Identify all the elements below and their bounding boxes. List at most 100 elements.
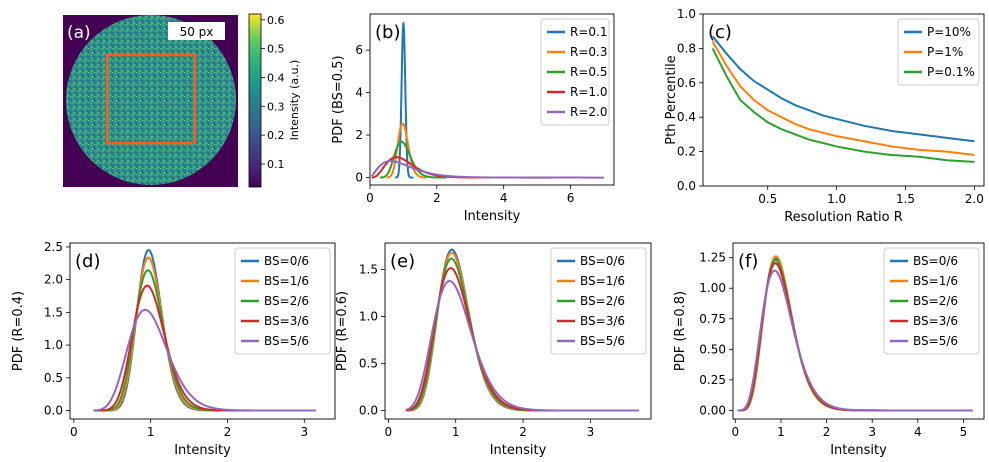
series-line-bs-5-6	[737, 269, 973, 412]
series-line-r-0-3	[386, 122, 427, 179]
panel-d: 0 1 2 3 0.0 0.5 1.0 1.5 2.0 2.5 Intensity PDF (R=0.…	[11, 240, 336, 458]
y-tick-label: 1.5	[359, 262, 378, 276]
legend-entry: P=1%	[927, 45, 963, 59]
legend	[897, 18, 980, 86]
y-tick-label: 4	[355, 86, 363, 100]
y-tick-label: 2.0	[44, 273, 63, 287]
legend	[550, 247, 647, 355]
y-tick-label: 0.4	[677, 110, 696, 124]
panel-b: 0 2 4 6 0 2 4 6 Intensity PDF (BS=0.5) (b) R=0.1 R=0…	[331, 13, 615, 224]
x-tick-label: 0	[70, 425, 78, 439]
panel-label-e: (e)	[390, 251, 415, 272]
y-tick-label: 0.75	[699, 312, 726, 326]
x-tick-label: 3	[587, 425, 595, 439]
y-tick-label: 0.8	[677, 41, 696, 55]
legend	[234, 247, 331, 355]
y-axis-label: Pth Percentile	[664, 55, 679, 144]
x-tick-label: 1.0	[827, 192, 846, 206]
colorbar-tick-label: 0.2	[267, 129, 285, 142]
legend-entry: R=0.1	[570, 25, 607, 39]
x-tick-label: 2	[823, 425, 831, 439]
panel-label-b: (b)	[375, 22, 400, 43]
y-tick-label: 2.5	[44, 240, 63, 254]
x-axis-label: Intensity	[830, 443, 887, 458]
y-tick-label: 6	[355, 43, 363, 57]
x-tick-label: 3	[868, 425, 876, 439]
y-tick-label: 0.50	[699, 342, 726, 356]
series-line-bs-5-6	[93, 308, 316, 412]
colorbar-tick-label: 0.4	[267, 71, 285, 84]
x-tick-label: 5	[960, 425, 968, 439]
legend-entry: BS=5/6	[913, 334, 958, 348]
x-axis-label: Intensity	[464, 209, 521, 224]
panel-f: 0 1 2 3 4 5 0.00 0.25 0.50 0.75 1.00 1.25 Intensity P…	[673, 242, 985, 458]
axes-frame	[369, 13, 615, 186]
legend-entry: BS=3/6	[580, 314, 625, 328]
panel-label-a: (a)	[67, 23, 91, 43]
roi-box	[105, 53, 197, 145]
legend	[883, 247, 980, 355]
legend-entry: R=2.0	[570, 105, 607, 119]
series-line-r-0-1	[395, 21, 414, 179]
legend-entry: BS=5/6	[580, 334, 625, 348]
x-tick-label: 2	[224, 425, 232, 439]
colorbar-tick-label: 0.1	[267, 158, 285, 171]
colorbar-tick-label: 0.6	[267, 14, 285, 27]
panel-label-f: (f)	[738, 251, 758, 272]
y-tick-label: 0.25	[699, 373, 726, 387]
panel-e: 0 1 2 3 0.0 0.5 1.0 1.5 Intensity PDF (R=0.6) (e) B…	[335, 242, 652, 458]
legend-entry: BS=3/6	[264, 314, 309, 328]
x-tick-label: 1	[452, 425, 460, 439]
legend-entry: R=1.0	[570, 85, 607, 99]
y-tick-label: 1.25	[699, 251, 726, 265]
illuminated-disk	[66, 15, 236, 185]
x-tick-label: 0.5	[758, 192, 777, 206]
legend-entry: BS=1/6	[580, 274, 625, 288]
x-tick-label: 1	[147, 425, 155, 439]
scalebar-label: 50 px	[180, 25, 214, 39]
panel-c: 0.5 1.0 1.5 2.0 0.0 0.2 0.4 0.6 0.8 1.0 Resolution…	[664, 7, 985, 225]
y-axis-label: PDF (R=0.4)	[11, 291, 26, 371]
y-tick-label: 1.0	[359, 309, 378, 323]
panel-label-d: (d)	[75, 251, 100, 272]
y-axis-label: PDF (R=0.8)	[673, 291, 688, 371]
series-line-p-0-1-	[711, 47, 975, 163]
series-line-r-2-0	[370, 160, 604, 179]
legend-entry: BS=2/6	[913, 294, 958, 308]
y-tick-label: 0	[355, 171, 363, 185]
x-tick-label: 0	[385, 425, 393, 439]
x-tick-label: 1	[777, 425, 785, 439]
y-tick-label: 0.00	[699, 403, 726, 417]
legend-entry: BS=0/6	[264, 254, 309, 268]
y-tick-label: 0.2	[677, 145, 696, 159]
y-tick-label: 0.6	[677, 76, 696, 90]
axes-frame	[69, 242, 336, 420]
colorbar-ticks: 0.1 0.2 0.3 0.4 0.5 0.6	[261, 14, 285, 171]
x-tick-label: 0	[731, 425, 739, 439]
legend	[540, 18, 610, 126]
legend-entry: BS=0/6	[913, 254, 958, 268]
x-tick-label: 1.5	[896, 192, 915, 206]
y-tick-label: 0.0	[677, 179, 696, 193]
series-line-p-10-	[711, 35, 975, 143]
legend-entry: P=10%	[927, 25, 971, 39]
colorbar-tick-label: 0.5	[267, 43, 285, 56]
y-tick-label: 1.0	[44, 338, 63, 352]
legend-entry: BS=3/6	[913, 314, 958, 328]
y-tick-label: 1.5	[44, 305, 63, 319]
panel-a: (a) 50 px 0.1 0.2 0.3 0.4 0.5 0.6 Intensity (…	[63, 13, 301, 188]
legend-entry: BS=1/6	[264, 274, 309, 288]
y-tick-label: 0.0	[359, 404, 378, 418]
colorbar-tick-label: 0.3	[267, 100, 285, 113]
legend-entry: BS=2/6	[264, 294, 309, 308]
x-tick-label: 3	[300, 425, 308, 439]
x-axis-label: Resolution Ratio R	[784, 210, 903, 225]
axes-frame	[732, 242, 985, 420]
x-tick-label: 2	[433, 191, 441, 205]
scalebar-box	[168, 22, 225, 40]
series-line-bs-5-6	[405, 280, 639, 412]
legend-entry: BS=2/6	[580, 294, 625, 308]
y-tick-label: 2	[355, 128, 363, 142]
x-tick-label: 2.0	[965, 192, 984, 206]
colorbar-label: Intensity (a.u.)	[288, 60, 301, 141]
